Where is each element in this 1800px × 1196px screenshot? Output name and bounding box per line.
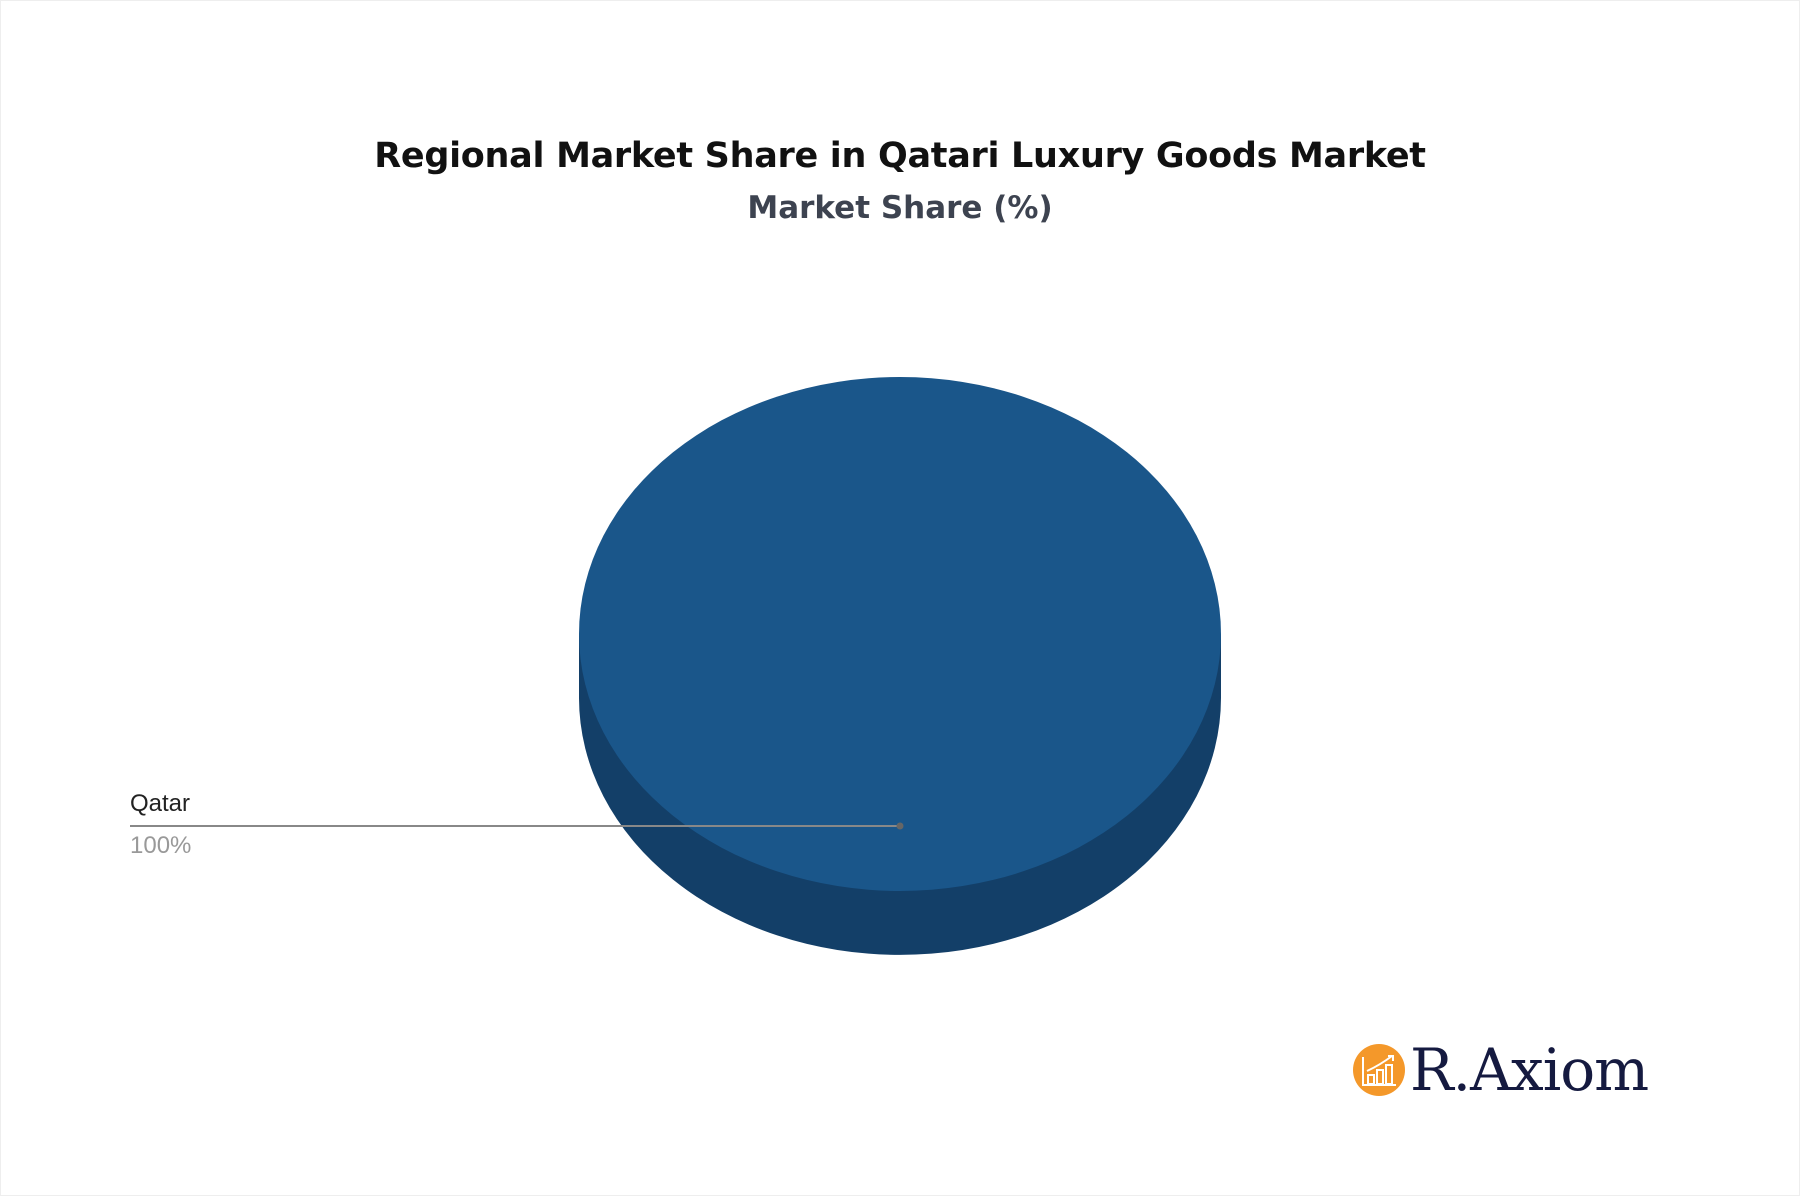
chart-subtitle: Market Share (%) (747, 190, 1053, 226)
pie-slice-qatar[interactable] (579, 377, 1221, 891)
brand-logo-text: R.Axiom (1410, 1036, 1649, 1104)
chart-title: Regional Market Share in Qatari Luxury G… (374, 136, 1426, 176)
slice-label-value: 100% (130, 832, 192, 859)
slice-label-name: Qatar (130, 790, 191, 817)
leader-dot (896, 822, 904, 830)
brand-logo: R.Axiom (1352, 1036, 1649, 1104)
chart-growth-icon (1353, 1044, 1405, 1096)
